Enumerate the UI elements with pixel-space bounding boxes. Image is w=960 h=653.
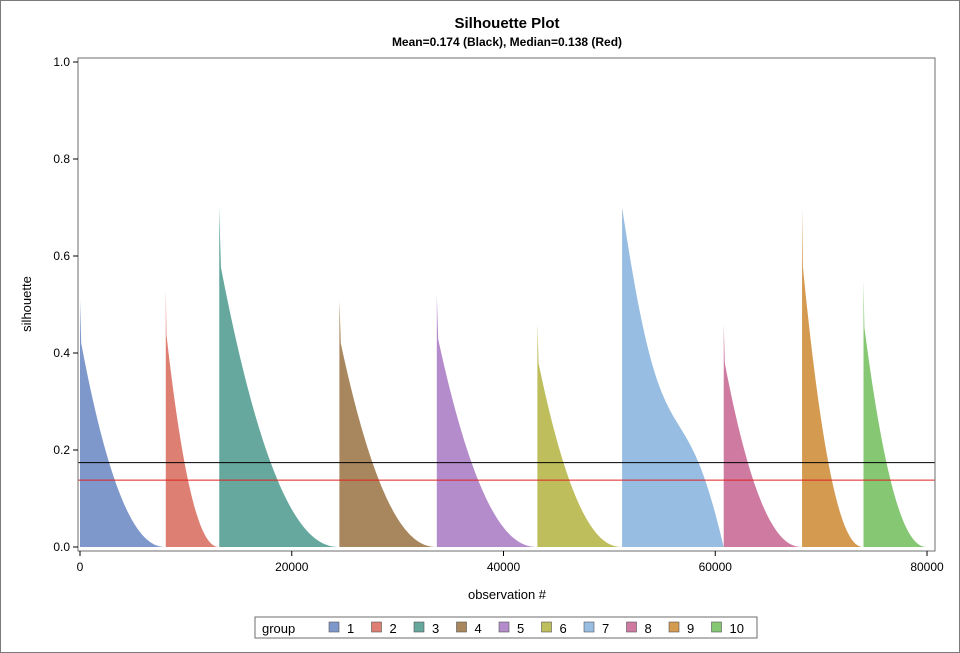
legend-swatch-10 xyxy=(711,621,722,633)
legend-items: 1 2 3 4 5 6 7 8 9 10 xyxy=(328,621,744,636)
series-area-group-5 xyxy=(436,294,538,547)
legend-label-7: 7 xyxy=(602,621,609,636)
legend-label-8: 8 xyxy=(645,621,652,636)
series-area-group-10 xyxy=(863,280,927,547)
series-area-group-1 xyxy=(80,299,166,547)
y-tick-label: 0.2 xyxy=(53,443,70,457)
series-area-group-4 xyxy=(339,299,437,547)
legend-label-3: 3 xyxy=(432,621,439,636)
legend-swatch-1 xyxy=(328,621,340,633)
legend-swatch-5 xyxy=(498,621,510,633)
x-tick-label: 20000 xyxy=(275,560,309,574)
x-tick-label: 80000 xyxy=(910,560,944,574)
legend-swatch-9 xyxy=(668,621,680,633)
legend-swatch-4 xyxy=(456,621,467,633)
legend-swatch-6 xyxy=(541,621,552,633)
x-tick-label: 60000 xyxy=(699,560,733,574)
x-tick-label: 40000 xyxy=(487,560,521,574)
y-axis: 0.0 0.2 0.4 0.6 0.8 1.0 xyxy=(53,55,78,554)
y-axis-label: silhouette xyxy=(19,276,34,332)
y-tick-label: 0.4 xyxy=(53,346,70,360)
series-area-group-6 xyxy=(537,323,623,547)
series-areas xyxy=(80,207,927,547)
legend-title: group xyxy=(262,621,295,636)
legend-label-6: 6 xyxy=(560,621,567,636)
legend-swatch-7 xyxy=(583,621,595,633)
legend-swatch-2 xyxy=(371,621,382,633)
legend-label-10: 10 xyxy=(730,621,744,636)
reference-lines xyxy=(78,462,935,481)
legend-label-2: 2 xyxy=(390,621,397,636)
x-axis-label: observation # xyxy=(468,587,547,602)
x-tick-label: 0 xyxy=(77,560,84,574)
y-tick-label: 0.0 xyxy=(53,540,70,554)
chart-title: Silhouette Plot xyxy=(455,15,560,32)
legend-label-5: 5 xyxy=(517,621,524,636)
legend-swatch-3 xyxy=(413,621,425,633)
legend-label-1: 1 xyxy=(347,621,354,636)
series-area-group-3 xyxy=(219,207,340,547)
chart-subtitle: Mean=0.174 (Black), Median=0.138 (Red) xyxy=(392,35,622,49)
legend: group 1 2 3 4 5 6 7 8 9 10 xyxy=(254,616,758,639)
y-tick-label: 0.8 xyxy=(53,152,70,166)
x-axis: 0 20000 40000 60000 80000 xyxy=(77,551,944,574)
y-tick-label: 1.0 xyxy=(53,55,70,69)
y-tick-label: 0.6 xyxy=(53,249,70,263)
plot-area-border xyxy=(77,57,936,552)
series-area-group-7 xyxy=(622,207,724,547)
legend-label-9: 9 xyxy=(687,621,694,636)
series-area-group-9 xyxy=(802,207,864,547)
legend-swatch-8 xyxy=(626,621,637,633)
series-area-group-8 xyxy=(723,323,803,547)
series-area-group-2 xyxy=(165,289,220,547)
legend-label-4: 4 xyxy=(475,621,482,636)
